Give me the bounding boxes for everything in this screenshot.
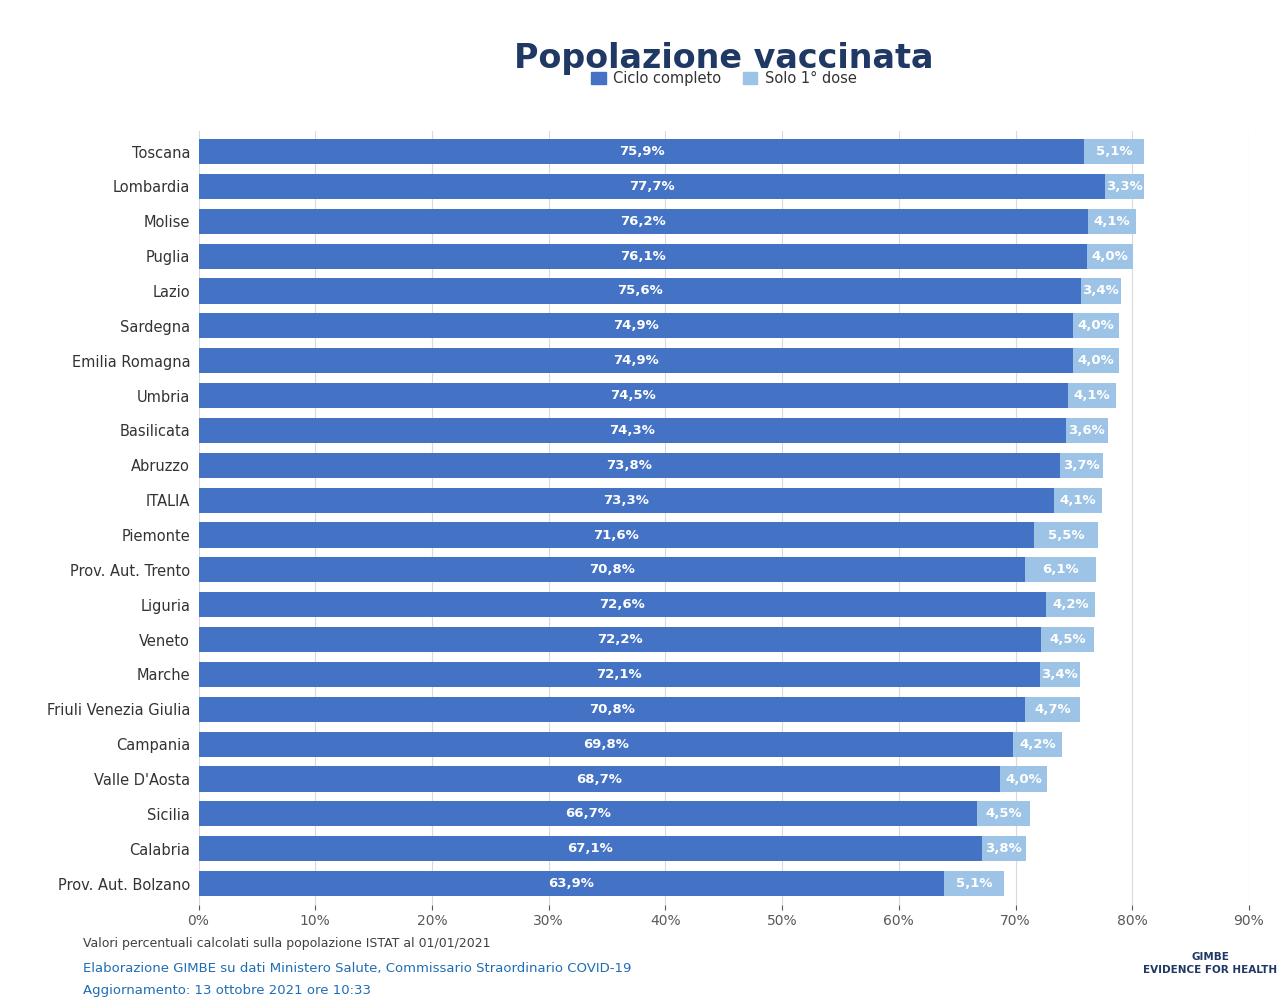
Bar (1025, 558, 1097, 583)
Text: 73,3%: 73,3% (603, 493, 649, 507)
Text: 6,1%: 6,1% (1043, 564, 1079, 576)
Bar (1068, 383, 1116, 408)
Text: Elaborazione GIMBE su dati Ministero Salute, Commissario Straordinario COVID-19: Elaborazione GIMBE su dati Ministero Sal… (83, 962, 632, 975)
Text: 74,5%: 74,5% (611, 389, 656, 402)
Text: 76,1%: 76,1% (620, 249, 666, 262)
Bar (1025, 696, 1080, 722)
Text: 75,6%: 75,6% (617, 284, 662, 297)
Bar (1085, 139, 1144, 164)
Bar (199, 767, 1000, 792)
Text: GIMBE
EVIDENCE FOR HEALTH: GIMBE EVIDENCE FOR HEALTH (1144, 952, 1277, 975)
Text: 4,2%: 4,2% (1020, 738, 1056, 751)
Bar (199, 732, 1013, 757)
Bar (199, 243, 1086, 268)
Text: 4,0%: 4,0% (1006, 773, 1041, 786)
Text: 3,4%: 3,4% (1082, 284, 1120, 297)
Text: 4,5%: 4,5% (1049, 633, 1086, 646)
Bar (199, 871, 944, 896)
Bar (199, 592, 1045, 617)
Bar (1045, 592, 1095, 617)
Text: 72,6%: 72,6% (600, 598, 646, 611)
Bar (199, 836, 981, 861)
Bar (1066, 418, 1108, 443)
Bar (1000, 767, 1047, 792)
Bar (1106, 174, 1144, 199)
Bar (199, 383, 1068, 408)
Bar (981, 836, 1026, 861)
Bar (1081, 278, 1121, 304)
Bar (199, 801, 977, 826)
Bar (1040, 662, 1080, 687)
Bar (199, 523, 1034, 548)
Text: 74,3%: 74,3% (610, 424, 655, 437)
Text: 72,2%: 72,2% (597, 633, 643, 646)
Text: 77,7%: 77,7% (629, 180, 675, 193)
Text: 74,9%: 74,9% (612, 320, 658, 333)
Bar (1059, 452, 1103, 477)
Text: 4,0%: 4,0% (1091, 249, 1129, 262)
Bar (199, 696, 1025, 722)
Text: 68,7%: 68,7% (576, 773, 623, 786)
Text: 70,8%: 70,8% (589, 564, 634, 576)
Text: 5,1%: 5,1% (956, 877, 993, 890)
Bar (1054, 487, 1102, 513)
Text: 76,2%: 76,2% (620, 215, 666, 228)
Bar (199, 558, 1025, 583)
Bar (199, 139, 1085, 164)
Text: 69,8%: 69,8% (583, 738, 629, 751)
Text: 5,1%: 5,1% (1097, 145, 1132, 158)
Bar (1086, 243, 1134, 268)
Text: Valori percentuali calcolati sulla popolazione ISTAT al 01/01/2021: Valori percentuali calcolati sulla popol… (83, 937, 491, 950)
Text: 3,3%: 3,3% (1107, 180, 1143, 193)
Bar (199, 452, 1059, 477)
Text: 71,6%: 71,6% (593, 529, 639, 542)
Bar (199, 627, 1041, 652)
Text: 4,1%: 4,1% (1094, 215, 1130, 228)
Bar (199, 174, 1106, 199)
Text: 66,7%: 66,7% (565, 807, 611, 820)
Title: Popolazione vaccinata: Popolazione vaccinata (514, 42, 934, 75)
Text: 4,5%: 4,5% (985, 807, 1022, 820)
Bar (199, 314, 1072, 339)
Bar (1034, 523, 1098, 548)
Bar (199, 662, 1040, 687)
Bar (1072, 348, 1120, 373)
Bar (199, 348, 1072, 373)
Text: 4,0%: 4,0% (1077, 320, 1114, 333)
Text: 74,9%: 74,9% (612, 354, 658, 367)
Bar (1088, 209, 1136, 234)
Bar (1013, 732, 1062, 757)
Text: 70,8%: 70,8% (589, 702, 634, 716)
Legend: Ciclo completo, Solo 1° dose: Ciclo completo, Solo 1° dose (585, 65, 862, 91)
Text: 63,9%: 63,9% (548, 877, 594, 890)
Text: 3,7%: 3,7% (1063, 459, 1100, 471)
Text: 3,4%: 3,4% (1041, 668, 1079, 681)
Text: 4,7%: 4,7% (1034, 702, 1071, 716)
Bar (199, 209, 1088, 234)
Text: 75,9%: 75,9% (619, 145, 665, 158)
Bar (199, 418, 1066, 443)
Text: Aggiornamento: 13 ottobre 2021 ore 10:33: Aggiornamento: 13 ottobre 2021 ore 10:33 (83, 984, 371, 997)
Text: 73,8%: 73,8% (606, 459, 652, 471)
Text: 5,5%: 5,5% (1048, 529, 1085, 542)
Bar (977, 801, 1030, 826)
Text: 67,1%: 67,1% (567, 842, 614, 855)
Bar (1041, 627, 1094, 652)
Bar (199, 487, 1054, 513)
Bar (1072, 314, 1120, 339)
Text: 4,2%: 4,2% (1052, 598, 1089, 611)
Bar (199, 278, 1081, 304)
Text: 4,0%: 4,0% (1077, 354, 1114, 367)
Text: 4,1%: 4,1% (1059, 493, 1097, 507)
Text: 4,1%: 4,1% (1073, 389, 1111, 402)
Text: 3,8%: 3,8% (985, 842, 1022, 855)
Bar (944, 871, 1004, 896)
Text: 72,1%: 72,1% (597, 668, 642, 681)
Text: 3,6%: 3,6% (1068, 424, 1106, 437)
